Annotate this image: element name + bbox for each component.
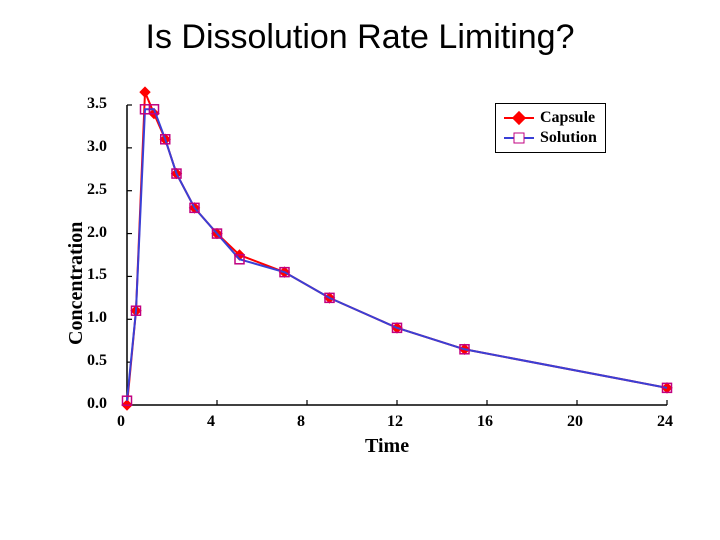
x-tick-label: 16 (477, 413, 493, 431)
y-tick-label: 0.5 (87, 352, 119, 370)
legend-label-capsule: Capsule (540, 109, 595, 127)
y-axis-label: Concentration (65, 222, 88, 345)
legend-item-capsule: Capsule (504, 108, 597, 128)
x-tick-label: 20 (567, 413, 583, 431)
x-tick-label: 8 (297, 413, 305, 431)
legend-swatch-capsule (504, 117, 534, 119)
legend: Capsule Solution (495, 103, 606, 153)
x-tick-label: 0 (117, 413, 125, 431)
x-tick-label: 24 (657, 413, 673, 431)
y-tick-label: 1.5 (87, 266, 119, 284)
y-tick-label: 2.5 (87, 181, 119, 199)
legend-label-solution: Solution (540, 129, 597, 147)
x-tick-label: 12 (387, 413, 403, 431)
x-tick-label: 4 (207, 413, 215, 431)
square-icon (514, 133, 525, 144)
y-tick-label: 1.0 (87, 309, 119, 327)
diamond-icon (512, 111, 526, 125)
y-tick-label: 0.0 (87, 395, 119, 413)
chart-container: Concentration Time 0 4 8 12 16 20 24 0.0 0.5 1.0 1… (55, 95, 675, 475)
y-tick-label: 2.0 (87, 224, 119, 242)
legend-swatch-solution (504, 137, 534, 139)
y-tick-label: 3.5 (87, 95, 119, 113)
legend-item-solution: Solution (504, 128, 597, 148)
x-axis-label: Time (365, 435, 409, 458)
y-tick-label: 3.0 (87, 138, 119, 156)
page-title: Is Dissolution Rate Limiting? (0, 18, 720, 57)
